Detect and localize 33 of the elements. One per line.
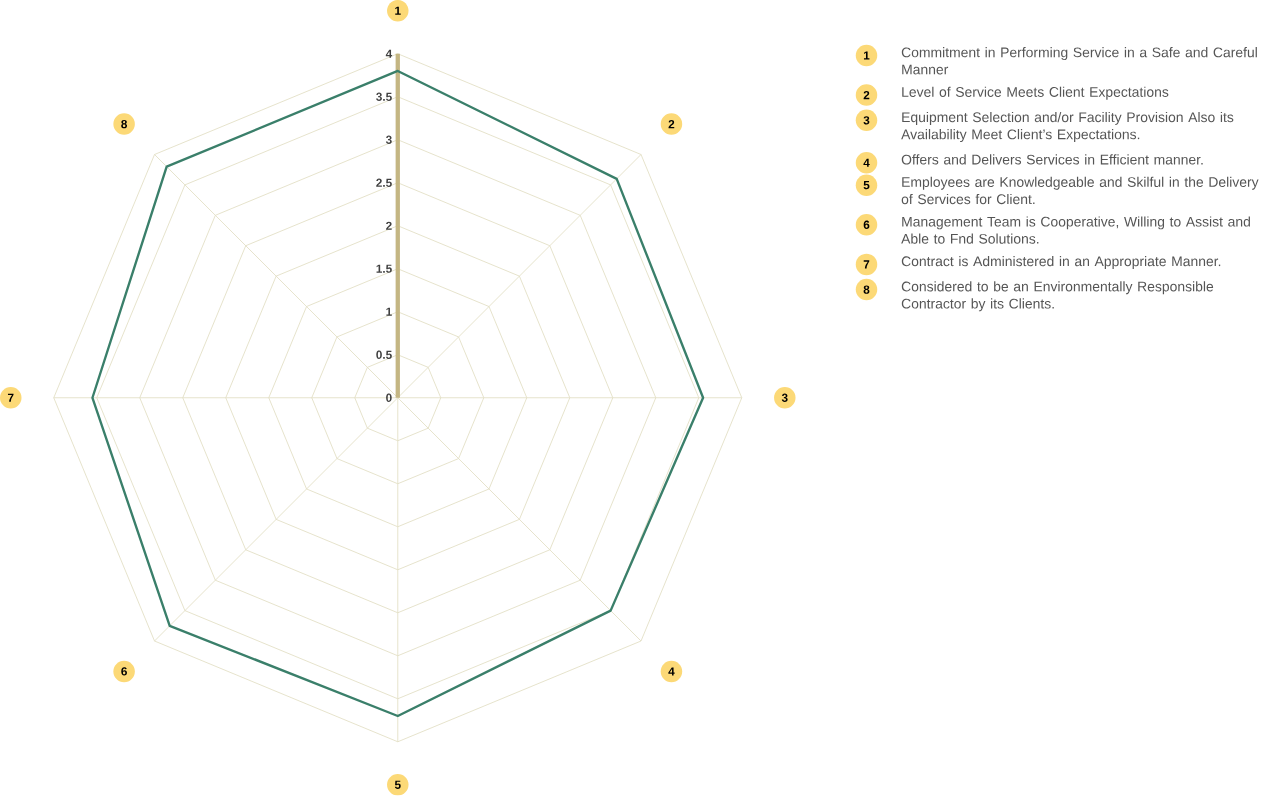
text: Employees are Knowledgeable and Skilful in the Delivery of Services for Client. [901,177,1259,205]
text: Equipment Selection and/or Facility Provision Also its Availability Meet Client’s Expectations. [901,112,1234,143]
y-tick-label: 4 [385,49,393,59]
text: Offers and Delivers Services in Efficient manner. [901,154,1203,165]
category-label: 8 [863,285,870,295]
category-label: 1 [863,51,870,60]
text: Management Team is Cooperative, Willing to Assist and Able to Fnd Solutions. [901,216,1250,244]
spoke-label: 4 [668,667,675,676]
y-tick-label: 2.5 [376,178,392,188]
spoke-label: 1 [395,6,401,16]
category-label: 4 [863,158,870,167]
spoke-label: 7 [7,393,14,403]
text: Contract is Administered in an Appropriate Manner. [901,256,1221,270]
category-label: 6 [863,220,870,230]
text: Commitment in Performing Service in a Safe and Careful Manner [901,47,1257,75]
text: Level of Service Meets Client Expectations [902,86,1169,100]
y-tick-label: 3 [385,135,392,145]
y-tick-label: 0.5 [376,350,392,360]
spoke-label: 5 [394,780,401,790]
y-tick-label: 1.5 [376,264,392,274]
category-label: 7 [863,260,870,269]
text: Considered to be an Environmentally Responsible Contractor by its Clients. [901,281,1214,312]
y-tick-label: 3.5 [376,92,392,102]
category-label: 3 [863,116,870,125]
spoke-label: 2 [668,120,675,129]
category-label: 2 [863,91,870,100]
y-tick-label: 2 [386,221,392,231]
y-tick-label: 1 [386,307,392,317]
spoke-label: 3 [781,393,788,403]
spoke-label: 6 [121,667,127,676]
spoke-label: 8 [121,120,128,129]
category-label: 5 [863,181,870,190]
y-tick-label: 0 [386,393,392,403]
